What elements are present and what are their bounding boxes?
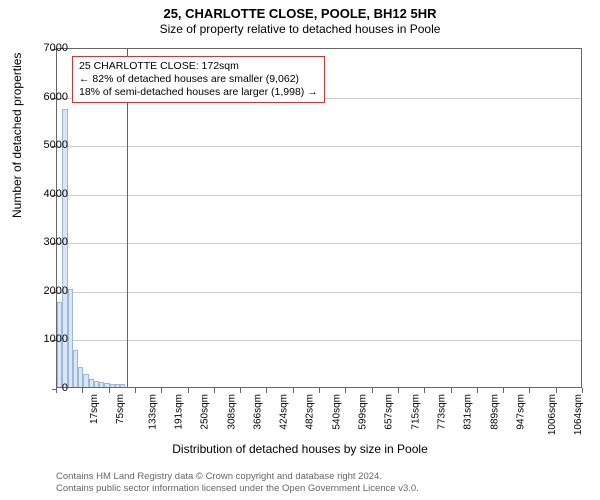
gridline	[57, 146, 581, 147]
page-title: 25, CHARLOTTE CLOSE, POOLE, BH12 5HR	[0, 0, 600, 22]
ytick-label: 0	[28, 382, 68, 394]
xtick-mark	[451, 388, 452, 393]
xtick-label: 191sqm	[173, 394, 184, 430]
info-line-1: 25 CHARLOTTE CLOSE: 172sqm	[79, 60, 318, 73]
xtick-label: 889sqm	[489, 394, 500, 430]
ytick-label: 4000	[28, 188, 68, 200]
xtick-label: 657sqm	[384, 394, 395, 430]
gridline	[57, 340, 581, 341]
xtick-mark	[503, 388, 504, 393]
xtick-label: 831sqm	[463, 394, 474, 430]
xtick-label: 947sqm	[515, 394, 526, 430]
xtick-mark	[188, 388, 189, 393]
ytick-label: 7000	[28, 42, 68, 54]
xtick-mark	[372, 388, 373, 393]
plot-outer: 17sqm75sqm133sqm191sqm250sqm308sqm366sqm…	[56, 48, 582, 420]
xtick-label: 1006sqm	[547, 394, 558, 435]
xtick-label: 482sqm	[305, 394, 316, 430]
info-box: 25 CHARLOTTE CLOSE: 172sqm ← 82% of deta…	[72, 56, 325, 103]
info-line-3: 18% of semi-detached houses are larger (…	[79, 86, 318, 99]
xtick-mark	[109, 388, 110, 393]
xtick-label: 308sqm	[226, 394, 237, 430]
xtick-label: 715sqm	[410, 394, 421, 430]
xtick-mark	[345, 388, 346, 393]
xtick-mark	[319, 388, 320, 393]
xtick-mark	[556, 388, 557, 393]
footer-line-2: Contains public sector information licen…	[56, 483, 419, 494]
xtick-mark	[135, 388, 136, 393]
xtick-label: 17sqm	[89, 394, 100, 424]
xtick-label: 599sqm	[358, 394, 369, 430]
gridline	[57, 243, 581, 244]
ytick-label: 2000	[28, 285, 68, 297]
xtick-mark	[529, 388, 530, 393]
footer: Contains HM Land Registry data © Crown c…	[56, 471, 419, 494]
xtick-label: 75sqm	[115, 394, 126, 424]
xtick-mark	[266, 388, 267, 393]
xtick-mark	[240, 388, 241, 393]
xtick-label: 366sqm	[252, 394, 263, 430]
page-subtitle: Size of property relative to detached ho…	[0, 22, 600, 36]
xtick-label: 1064sqm	[574, 394, 585, 435]
xtick-label: 133sqm	[147, 394, 158, 430]
info-line-2: ← 82% of detached houses are smaller (9,…	[79, 73, 318, 86]
xtick-mark	[214, 388, 215, 393]
ytick-label: 3000	[28, 236, 68, 248]
footer-line-1: Contains HM Land Registry data © Crown c…	[56, 471, 419, 482]
xtick-label: 773sqm	[436, 394, 447, 430]
gridline	[57, 195, 581, 196]
xtick-label: 540sqm	[331, 394, 342, 430]
xtick-label: 250sqm	[200, 394, 211, 430]
xtick-mark	[477, 388, 478, 393]
xtick-mark	[398, 388, 399, 393]
histogram-bar	[120, 384, 125, 387]
ytick-label: 6000	[28, 91, 68, 103]
ytick-label: 5000	[28, 139, 68, 151]
ytick-label: 1000	[28, 333, 68, 345]
xtick-mark	[424, 388, 425, 393]
y-axis-label: Number of detached properties	[10, 53, 24, 218]
gridline	[57, 292, 581, 293]
xtick-label: 424sqm	[279, 394, 290, 430]
xtick-mark	[161, 388, 162, 393]
x-axis-label: Distribution of detached houses by size …	[0, 442, 600, 456]
xtick-mark	[82, 388, 83, 393]
xtick-mark	[582, 388, 583, 393]
xtick-mark	[293, 388, 294, 393]
